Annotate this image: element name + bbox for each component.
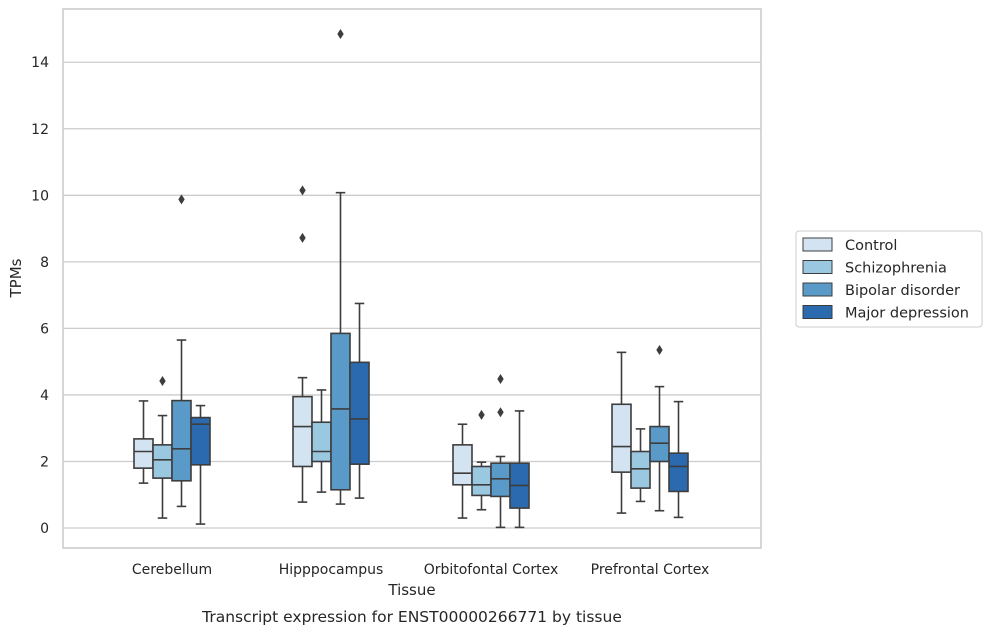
- legend-label: Bipolar disorder: [845, 283, 960, 299]
- box-3-2: [509, 410, 530, 529]
- y-tick-label: 4: [40, 388, 49, 404]
- legend-swatch: [802, 237, 833, 252]
- box-body: [611, 403, 632, 473]
- box-body: [292, 395, 313, 468]
- box-3-0: [190, 404, 211, 525]
- y-tick-label: 2: [40, 454, 49, 470]
- box-body: [330, 332, 351, 491]
- box-0-0: [133, 400, 154, 484]
- box-body: [490, 462, 511, 498]
- box-plot-area: [133, 28, 689, 529]
- legend-frame: [795, 230, 983, 328]
- outlier-point: [178, 194, 185, 205]
- box-0-1: [292, 185, 313, 503]
- y-tick-label: 6: [40, 321, 49, 337]
- y-tick-label: 12: [31, 122, 49, 138]
- outlier-point: [497, 407, 504, 418]
- chart-caption: Transcript expression for ENST0000026677…: [201, 608, 622, 626]
- legend-swatch: [802, 305, 833, 319]
- box-0-3: [611, 351, 632, 514]
- legend-label: Control: [845, 238, 897, 254]
- x-tick-label: Prefrontal Cortex: [591, 562, 710, 578]
- outlier-point: [497, 373, 504, 384]
- box-body: [649, 425, 670, 463]
- y-tick-label: 8: [40, 255, 49, 271]
- x-axis-ticks: Cerebellum Hipppocampus Orbitofontal Corte…: [132, 562, 709, 578]
- y-tick-label: 0: [40, 521, 49, 537]
- x-tick-label: Orbitofontal Cortex: [424, 562, 559, 578]
- y-axis-label: TPMs: [7, 258, 25, 298]
- box-body: [190, 416, 211, 466]
- outlier-point: [656, 345, 663, 356]
- outlier-point: [337, 28, 344, 39]
- outlier-point: [478, 409, 485, 420]
- box-body: [452, 444, 473, 486]
- outlier-point: [159, 375, 166, 386]
- box-body: [668, 452, 689, 493]
- outlier-point: [299, 232, 306, 243]
- box-1-3: [630, 428, 651, 503]
- x-tick-label: Cerebellum: [132, 562, 212, 578]
- box-1-0: [152, 375, 173, 519]
- legend-swatch: [802, 282, 833, 297]
- box-1-1: [311, 389, 332, 493]
- box-body: [311, 421, 332, 463]
- box-2-2: [490, 373, 511, 529]
- box-2-1: [330, 28, 351, 505]
- legend-label: Major depression: [845, 306, 969, 322]
- box-body: [630, 450, 651, 489]
- box-3-3: [668, 400, 689, 519]
- box-1-2: [471, 409, 492, 511]
- y-tick-label: 14: [31, 55, 49, 71]
- box-body: [349, 361, 370, 465]
- x-axis-label: Tissue: [387, 581, 435, 599]
- outlier-point: [299, 185, 306, 196]
- box-3-1: [349, 302, 370, 499]
- box-body: [152, 444, 173, 479]
- box-body: [133, 438, 154, 469]
- y-axis-ticks: 0 2 4 6 8 10 12 14: [31, 55, 49, 537]
- y-tick-label: 10: [31, 188, 49, 204]
- x-tick-label: Hipppocampus: [279, 562, 384, 578]
- plot-frame: [62, 8, 762, 549]
- legend-label: Schizophrenia: [845, 261, 947, 277]
- box-2-3: [649, 345, 670, 512]
- legend: Control Schizophrenia Bipolar disorder Majo…: [795, 230, 983, 328]
- box-body: [171, 399, 192, 482]
- box-2-0: [171, 194, 192, 508]
- box-body: [471, 465, 492, 497]
- box-0-2: [452, 423, 473, 519]
- legend-swatch: [802, 260, 833, 274]
